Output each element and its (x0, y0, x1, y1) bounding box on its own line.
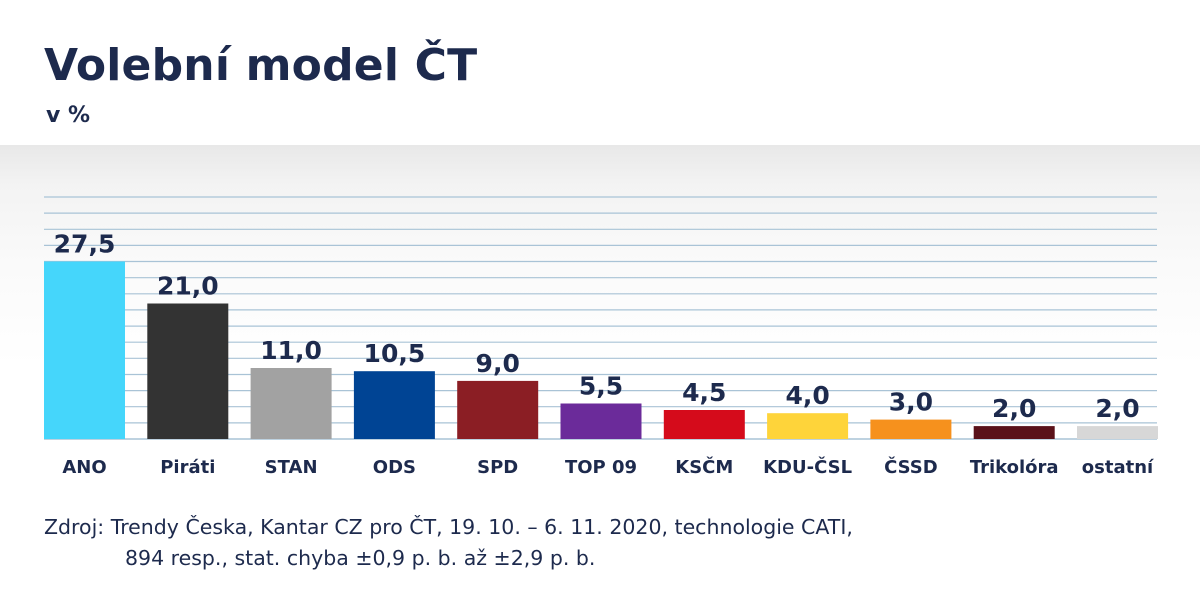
category-label: ODS (373, 457, 416, 478)
bar-group: 27,5 ANO (44, 230, 125, 478)
chart-subtitle: v % (46, 103, 91, 128)
bar (1077, 426, 1158, 439)
bar (250, 368, 332, 439)
bar-value-label: 21,0 (157, 272, 219, 301)
bar-group: 2,0 ostatní (1077, 394, 1158, 478)
bar-value-label: 2,0 (992, 394, 1036, 423)
category-label: Trikolóra (970, 457, 1059, 478)
bar-value-label: 4,5 (682, 378, 726, 407)
bar (767, 413, 849, 439)
bar-value-label: 27,5 (54, 230, 116, 259)
bar-group: 2,0 Trikolóra (970, 394, 1059, 478)
bar-group: 5,5 TOP 09 (560, 372, 642, 478)
bar (973, 426, 1055, 439)
bar-value-label: 10,5 (364, 339, 426, 368)
category-label: ANO (62, 457, 106, 478)
bar (870, 419, 952, 439)
source-line-1: Zdroj: Trendy Česka, Kantar CZ pro ČT, 1… (44, 515, 853, 539)
bar-value-label: 4,0 (785, 381, 829, 410)
category-label: STAN (265, 457, 318, 478)
bar-group: 11,0 STAN (250, 336, 332, 478)
category-label: Piráti (160, 457, 215, 478)
bar-group: 3,0 ČSSD (870, 388, 952, 478)
bar-group: 4,5 KSČM (663, 378, 745, 478)
category-label: TOP 09 (565, 457, 637, 478)
bar-value-label: 9,0 (476, 349, 520, 378)
category-label: SPD (477, 457, 518, 478)
bar-value-label: 2,0 (1095, 394, 1139, 423)
bar-value-label: 5,5 (579, 372, 623, 401)
source-note: Zdroj: Trendy Česka, Kantar CZ pro ČT, 1… (44, 512, 853, 574)
bar (560, 403, 642, 439)
bar-group: 4,0 KDU-ČSL (763, 381, 852, 478)
header: Volební model ČT v % (0, 0, 1200, 145)
bar (353, 371, 435, 439)
bar (44, 261, 125, 439)
bar-value-label: 3,0 (889, 388, 933, 417)
bar-group: 9,0 SPD (457, 349, 539, 478)
category-label: KDU-ČSL (763, 456, 852, 478)
bar (147, 303, 229, 439)
bar-value-label: 11,0 (260, 336, 322, 365)
category-label: ostatní (1082, 457, 1154, 478)
bar-group: 21,0 Piráti (147, 272, 229, 478)
category-label: ČSSD (884, 456, 938, 478)
bar-group: 10,5 ODS (353, 339, 435, 478)
source-line-2: 894 resp., stat. chyba ±0,9 p. b. až ±2,… (125, 546, 596, 570)
category-label: KSČM (675, 456, 733, 478)
bar (457, 380, 539, 439)
bar (663, 410, 745, 439)
chart-title: Volební model ČT (44, 40, 478, 91)
